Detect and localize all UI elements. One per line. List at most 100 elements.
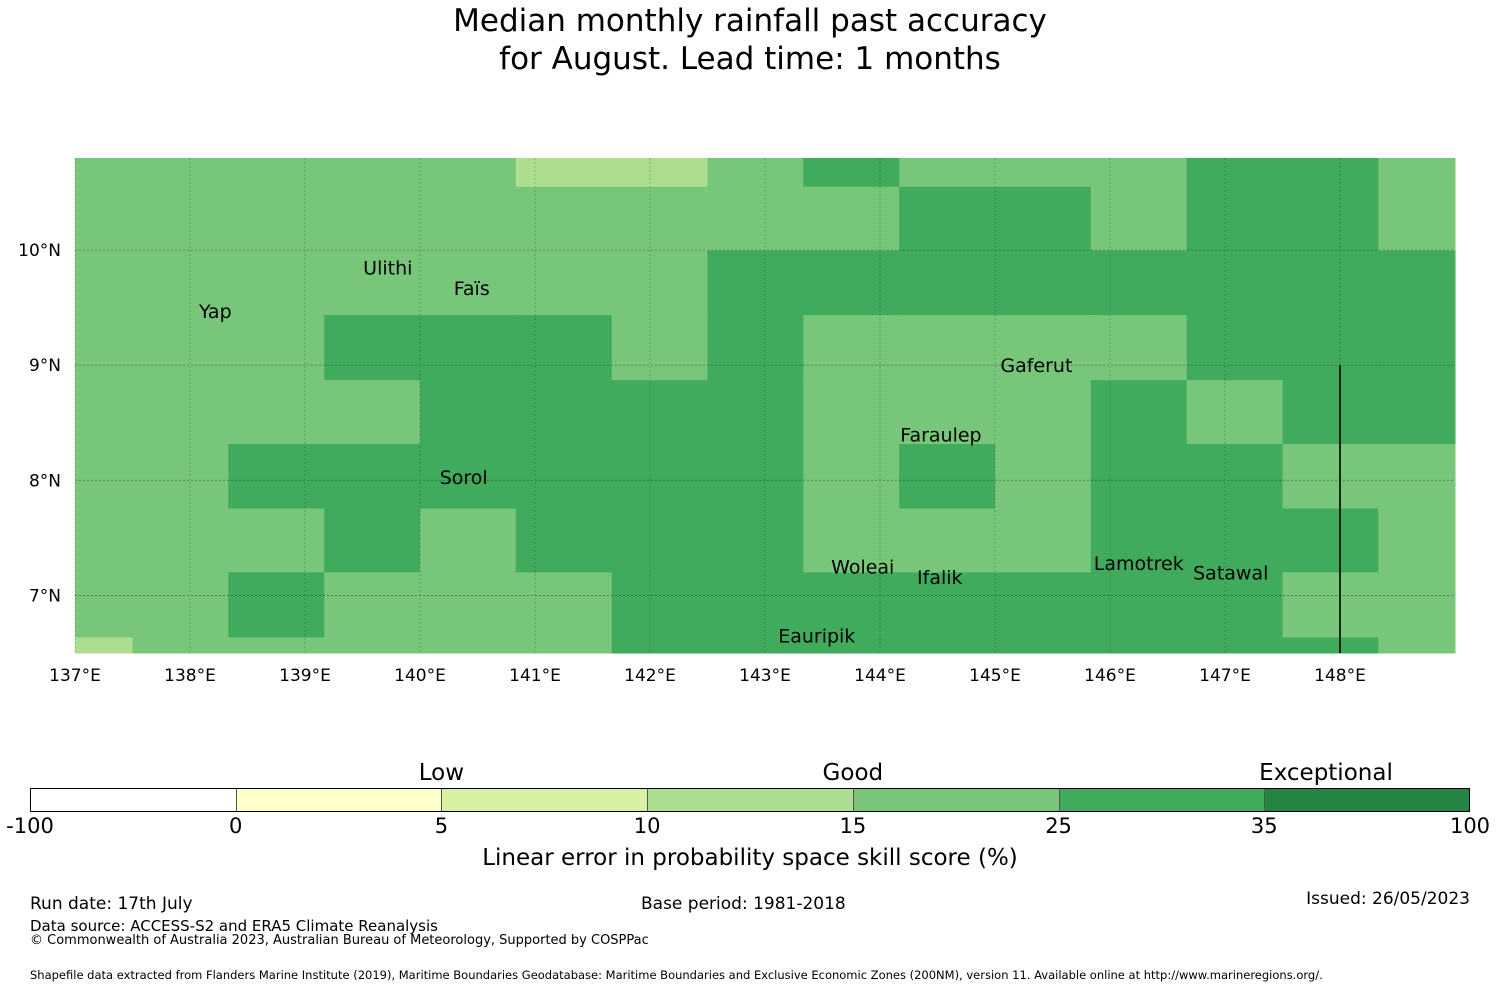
grid-cell xyxy=(611,315,708,381)
grid-cell xyxy=(707,315,804,381)
grid-cell xyxy=(1282,186,1379,252)
colorbar-segment xyxy=(647,788,854,812)
run-date: Run date: 17th July xyxy=(30,894,193,914)
place-label: Lamotrek xyxy=(1094,553,1184,575)
legend-category-word: Low xyxy=(418,760,465,786)
grid-cell xyxy=(995,637,1092,654)
grid-cell xyxy=(324,572,421,638)
grid-cell xyxy=(420,158,517,188)
grid-cell xyxy=(420,508,517,573)
grid-cell xyxy=(611,250,708,316)
grid-cell xyxy=(228,637,325,654)
grid-cell xyxy=(1378,186,1456,252)
grid-cell xyxy=(228,380,325,445)
lat-tick-label: 9°N xyxy=(29,356,61,376)
grid-cell xyxy=(707,158,804,188)
colorbar-segment xyxy=(30,788,237,812)
grid-cell xyxy=(1186,572,1283,638)
grid-cell xyxy=(132,315,229,381)
place-label: Woleai xyxy=(831,557,894,579)
grid-cell xyxy=(707,380,804,445)
grid-cell xyxy=(611,637,708,654)
colorbar-tick-label: 25 xyxy=(1045,814,1072,838)
graticule xyxy=(74,158,1455,653)
skill-map: Ulithi Faïs Yap Gaferut Faraulep Sorol Woleai I… xyxy=(18,158,1456,686)
grid-cell xyxy=(324,637,421,654)
grid-cell xyxy=(995,315,1092,381)
grid-cell xyxy=(132,186,229,252)
grid-cell xyxy=(1282,158,1379,188)
grid-cell xyxy=(1378,158,1456,188)
grid-cell xyxy=(228,186,325,252)
grid-cell xyxy=(324,250,421,316)
grid-cell xyxy=(324,380,421,445)
grid-cell xyxy=(995,158,1092,188)
lon-tick-label: 144°E xyxy=(854,666,906,686)
grid-cell xyxy=(803,572,900,638)
grid-cell xyxy=(995,250,1092,316)
chart-title: Median monthly rainfall past accuracy fo… xyxy=(0,2,1500,78)
grid-cell xyxy=(1282,315,1379,381)
grid-cell xyxy=(1378,444,1456,510)
grid-cell xyxy=(611,508,708,573)
place-label: Yap xyxy=(198,301,232,323)
colorbar-segment xyxy=(1058,788,1265,812)
grid-cell xyxy=(611,380,708,445)
grid-cell xyxy=(515,158,613,188)
grid-cell xyxy=(707,637,804,654)
grid-cell xyxy=(420,250,517,316)
grid-cell xyxy=(324,158,421,188)
grid-cell xyxy=(515,380,613,445)
colorbar-tick-label: 5 xyxy=(434,814,449,838)
grid-cell xyxy=(707,186,804,252)
colorbar-tick-label: 15 xyxy=(839,814,867,838)
shapefile-credit: Shapefile data extracted from Flanders M… xyxy=(30,968,1323,982)
grid-cell xyxy=(132,444,229,510)
title-line-2: for August. Lead time: 1 months xyxy=(499,41,1001,77)
lon-tick-label: 145°E xyxy=(969,666,1021,686)
grid-cell xyxy=(899,444,996,510)
grid-cell xyxy=(1090,508,1188,573)
legend-category-word: Exceptional xyxy=(1259,760,1393,786)
colorbar-segment xyxy=(852,788,1060,812)
grid-cell xyxy=(1186,158,1283,188)
lon-tick-label: 146°E xyxy=(1084,666,1136,686)
grid-cell xyxy=(420,315,517,381)
grid-cell xyxy=(324,186,421,252)
place-label: Satawal xyxy=(1193,562,1268,584)
grid-cell xyxy=(228,444,325,510)
lon-tick-label: 147°E xyxy=(1199,666,1251,686)
grid-cell xyxy=(75,444,133,510)
grid-cell xyxy=(611,186,708,252)
grid-cell xyxy=(75,572,133,638)
grid-cell xyxy=(899,572,996,638)
grid-cell xyxy=(899,186,996,252)
grid-cell xyxy=(899,315,996,381)
title-line-1: Median monthly rainfall past accuracy xyxy=(453,3,1047,39)
colorbar-segment xyxy=(441,788,648,812)
grid-cell xyxy=(1090,158,1188,188)
grid-cell xyxy=(995,186,1092,252)
lon-tick-label: 139°E xyxy=(279,666,331,686)
grid-cell xyxy=(899,380,996,445)
grid-cell xyxy=(611,444,708,510)
grid-cell xyxy=(132,572,229,638)
lon-tick-label: 148°E xyxy=(1314,666,1366,686)
grid-cell xyxy=(707,250,804,316)
grid-cell xyxy=(75,186,133,252)
grid-cell xyxy=(1282,572,1379,638)
grid-cell xyxy=(899,637,996,654)
place-labels: Ulithi Faïs Yap Gaferut Faraulep Sorol Woleai I… xyxy=(198,257,1268,647)
lat-tick-label: 10°N xyxy=(18,241,61,261)
grid-cell xyxy=(803,508,900,573)
colorbar-tick-label: -100 xyxy=(6,814,54,838)
place-label: Eauripik xyxy=(778,626,855,648)
grid-cell xyxy=(515,186,613,252)
grid-cell xyxy=(324,444,421,510)
grid-cell xyxy=(1090,380,1188,445)
grid-cell xyxy=(228,572,325,638)
lat-tick-label: 7°N xyxy=(29,586,61,606)
grid-cell xyxy=(803,637,900,654)
grid-cell xyxy=(1378,315,1456,381)
grid-cell xyxy=(132,250,229,316)
